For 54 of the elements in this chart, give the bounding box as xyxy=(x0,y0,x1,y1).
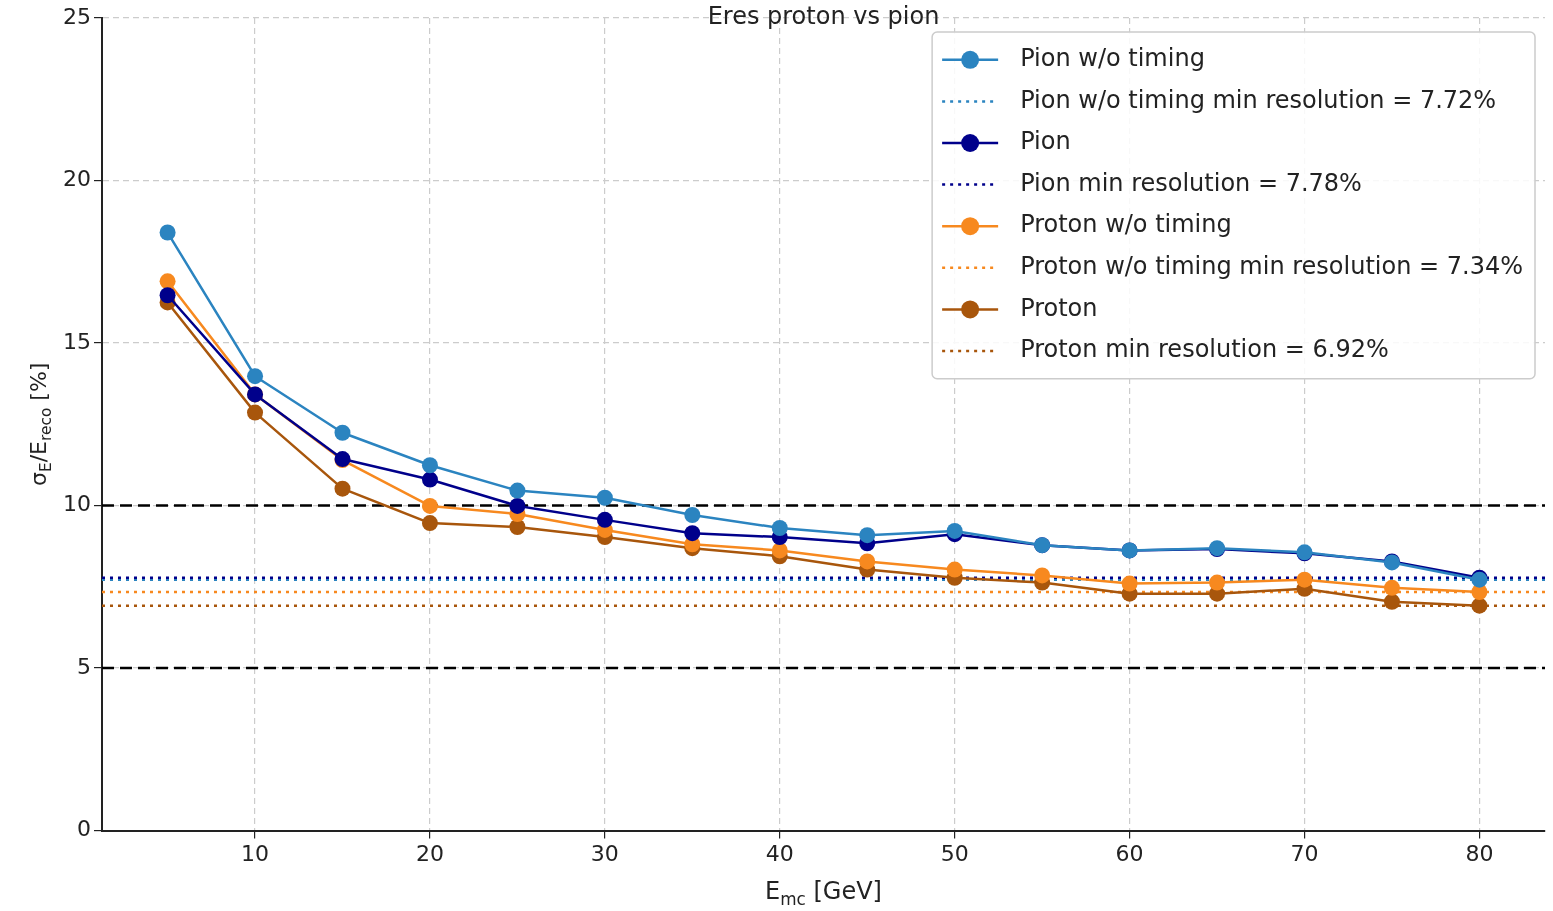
point xyxy=(596,511,613,528)
y-tick-label: 20 xyxy=(62,166,91,192)
x-tick-label: 30 xyxy=(590,840,619,866)
point xyxy=(334,480,351,497)
legend-label: Pion xyxy=(1020,127,1071,156)
x-tick-label: 80 xyxy=(1465,840,1494,866)
x-tick-label: 40 xyxy=(765,840,794,866)
point xyxy=(946,522,963,539)
x-tick-label: 70 xyxy=(1290,840,1319,866)
point xyxy=(1121,575,1138,592)
point xyxy=(859,527,876,544)
point xyxy=(1034,567,1051,584)
point xyxy=(1209,574,1226,591)
x-tick-label: 20 xyxy=(415,840,444,866)
legend-label: Pion w/o timing min resolution = 7.72% xyxy=(1020,85,1497,114)
legend-label: Proton min resolution = 6.92% xyxy=(1020,335,1389,364)
point xyxy=(859,553,876,570)
point xyxy=(1383,579,1400,596)
point xyxy=(596,489,613,506)
x-tick-label: 10 xyxy=(241,840,270,866)
legend-label: Proton w/o timing min resolution = 7.34% xyxy=(1020,252,1523,281)
y-tick-label: 10 xyxy=(62,491,91,517)
point xyxy=(421,515,438,532)
y-tick-label: 25 xyxy=(62,3,91,29)
point xyxy=(509,497,526,514)
y-tick-label: 15 xyxy=(62,328,91,354)
point xyxy=(421,497,438,514)
legend-label: Proton xyxy=(1020,293,1098,322)
point xyxy=(421,457,438,474)
x-tick-label: 60 xyxy=(1115,840,1144,866)
point xyxy=(159,224,176,241)
point xyxy=(1383,593,1400,610)
point xyxy=(684,525,701,542)
y-tick-label: 0 xyxy=(76,816,91,842)
point xyxy=(771,519,788,536)
point xyxy=(159,287,176,304)
x-tick-label: 50 xyxy=(940,840,969,866)
point xyxy=(247,368,264,385)
point xyxy=(1471,597,1488,614)
chart-title: Eres proton vs pion xyxy=(707,2,940,31)
point xyxy=(247,404,264,421)
legend-label: Proton w/o timing xyxy=(1020,210,1232,239)
point xyxy=(509,482,526,499)
point xyxy=(684,506,701,523)
point xyxy=(771,542,788,559)
point xyxy=(1296,571,1313,588)
y-axis-title: σE/Ereco [%] xyxy=(25,362,55,486)
point xyxy=(334,424,351,441)
legend-label: Pion w/o timing xyxy=(1020,44,1205,73)
legend-label: Pion min resolution = 7.78% xyxy=(1020,168,1362,197)
point xyxy=(159,273,176,290)
point xyxy=(946,561,963,578)
y-tick-label: 5 xyxy=(76,653,91,679)
point xyxy=(421,471,438,488)
